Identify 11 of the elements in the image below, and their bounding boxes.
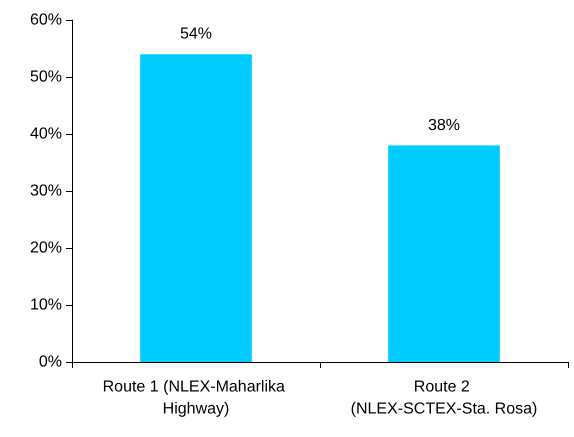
y-tick-label: 20% bbox=[30, 240, 62, 256]
x-tick-label: Route 1 (NLEX-Maharlika Highway) bbox=[102, 378, 290, 418]
x-tick-label: Route 2 (NLEX-SCTEX-Sta. Rosa) bbox=[350, 378, 538, 418]
y-tick-label: 60% bbox=[30, 12, 62, 28]
y-tick-label: 10% bbox=[30, 296, 62, 314]
data-label: 38% bbox=[428, 116, 460, 134]
y-tick-label: 0% bbox=[38, 354, 62, 370]
y-tick-label: 30% bbox=[30, 182, 62, 200]
data-label: 54% bbox=[180, 26, 212, 43]
y-tick-label: 50% bbox=[30, 68, 62, 86]
y-tick-label: 40% bbox=[30, 126, 62, 142]
